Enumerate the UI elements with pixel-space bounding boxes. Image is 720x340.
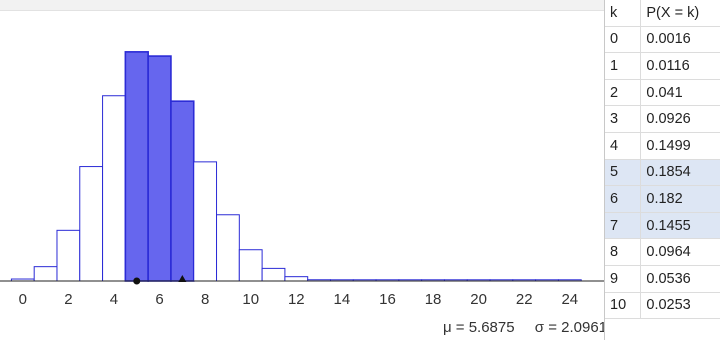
table-row[interactable]: 10 0.0253	[605, 292, 720, 320]
x-tick-label: 2	[64, 291, 72, 308]
k-cell: 8	[605, 238, 642, 266]
table-row[interactable]: 4 0.1499	[605, 132, 720, 160]
k-cell: 5	[605, 159, 642, 187]
probability-cell: 0.0253	[640, 292, 720, 320]
table-row[interactable]: 5 0.1854	[605, 159, 720, 187]
table-row[interactable]: 6 0.182	[605, 185, 720, 213]
standard-deviation-value: σ = 2.0961	[534, 319, 607, 336]
table-row[interactable]: 2 0.041	[605, 79, 720, 107]
probability-cell: 0.1455	[640, 212, 720, 240]
k-cell: 9	[605, 265, 642, 293]
bar-k-1	[33, 266, 58, 282]
interval-markers[interactable]	[133, 275, 187, 285]
probability-cell: 0.0964	[640, 238, 720, 266]
x-tick-label: 14	[334, 291, 351, 308]
x-tick-label: 12	[288, 291, 305, 308]
table-row[interactable]: 3 0.0926	[605, 105, 720, 133]
bar-k-5	[124, 51, 149, 282]
x-tick-label: 20	[470, 291, 487, 308]
table-row[interactable]: 8 0.0964	[605, 238, 720, 266]
bar-k-8	[193, 161, 218, 282]
x-tick-label: 0	[19, 291, 27, 308]
k-cell: 1	[605, 52, 642, 80]
title-bar	[0, 0, 604, 11]
bar-k-10	[238, 249, 263, 282]
bar-k-7	[170, 100, 195, 282]
x-tick-label: 8	[201, 291, 209, 308]
x-tick-label: 16	[379, 291, 396, 308]
upper-bound-marker[interactable]	[178, 275, 187, 282]
x-tick-labels: 0 2 4 6 8 10 12 14 16 18 20 22 24	[19, 291, 579, 308]
probability-cell: 0.041	[640, 79, 720, 107]
table-row[interactable]: 1 0.0116	[605, 52, 720, 80]
bar-k-6	[147, 55, 172, 282]
k-cell: 6	[605, 185, 642, 213]
probability-cell: 0.0016	[640, 26, 720, 54]
bar-k-3	[79, 166, 104, 282]
bars-group	[10, 51, 582, 282]
k-cell: 7	[605, 212, 642, 240]
x-tick-label: 10	[242, 291, 259, 308]
probability-table-panel: k P(X = k) 0 0.0016 1 0.0116 2 0.041 3 0.0926 4 0…	[604, 0, 720, 340]
table-row[interactable]: 7 0.1455	[605, 212, 720, 240]
probability-cell: 0.0536	[640, 265, 720, 293]
k-cell: 0	[605, 26, 642, 54]
probability-column-header: P(X = k)	[640, 0, 720, 27]
probability-cell: 0.0926	[640, 105, 720, 133]
probability-cell: 0.1854	[640, 159, 720, 187]
bar-k-9	[216, 214, 240, 282]
x-tick-label: 6	[155, 291, 163, 308]
probability-cell: 0.0116	[640, 52, 720, 80]
probability-cell: 0.182	[640, 185, 720, 213]
k-column-header: k	[605, 0, 642, 27]
k-cell: 4	[605, 132, 642, 160]
probability-cell: 0.1499	[640, 132, 720, 160]
k-cell: 2	[605, 79, 642, 107]
bar-k-4	[102, 95, 126, 282]
table-row[interactable]: 0 0.0016	[605, 26, 720, 54]
table-row[interactable]: 9 0.0536	[605, 265, 720, 293]
x-tick-label: 22	[516, 291, 533, 308]
probability-table: k P(X = k) 0 0.0016 1 0.0116 2 0.041 3 0.0926 4 0…	[605, 0, 720, 320]
x-tick-label: 4	[110, 291, 118, 308]
bar-k-2	[56, 229, 81, 282]
statistics-readout: μ = 5.6875 σ = 2.0961	[443, 319, 607, 336]
bar-k-11	[261, 267, 286, 282]
k-cell: 3	[605, 105, 642, 133]
table-header-row: k P(X = k)	[605, 0, 720, 27]
mean-value: μ = 5.6875	[442, 319, 515, 336]
k-cell: 10	[605, 292, 642, 320]
x-tick-label: 24	[561, 291, 578, 308]
probability-distribution-chart[interactable]: 0 2 4 6 8 10 12 14 16 18 20 22 24	[0, 0, 604, 340]
bar-k-12	[284, 276, 309, 282]
lower-bound-marker[interactable]	[133, 277, 141, 285]
x-tick-label: 18	[425, 291, 442, 308]
